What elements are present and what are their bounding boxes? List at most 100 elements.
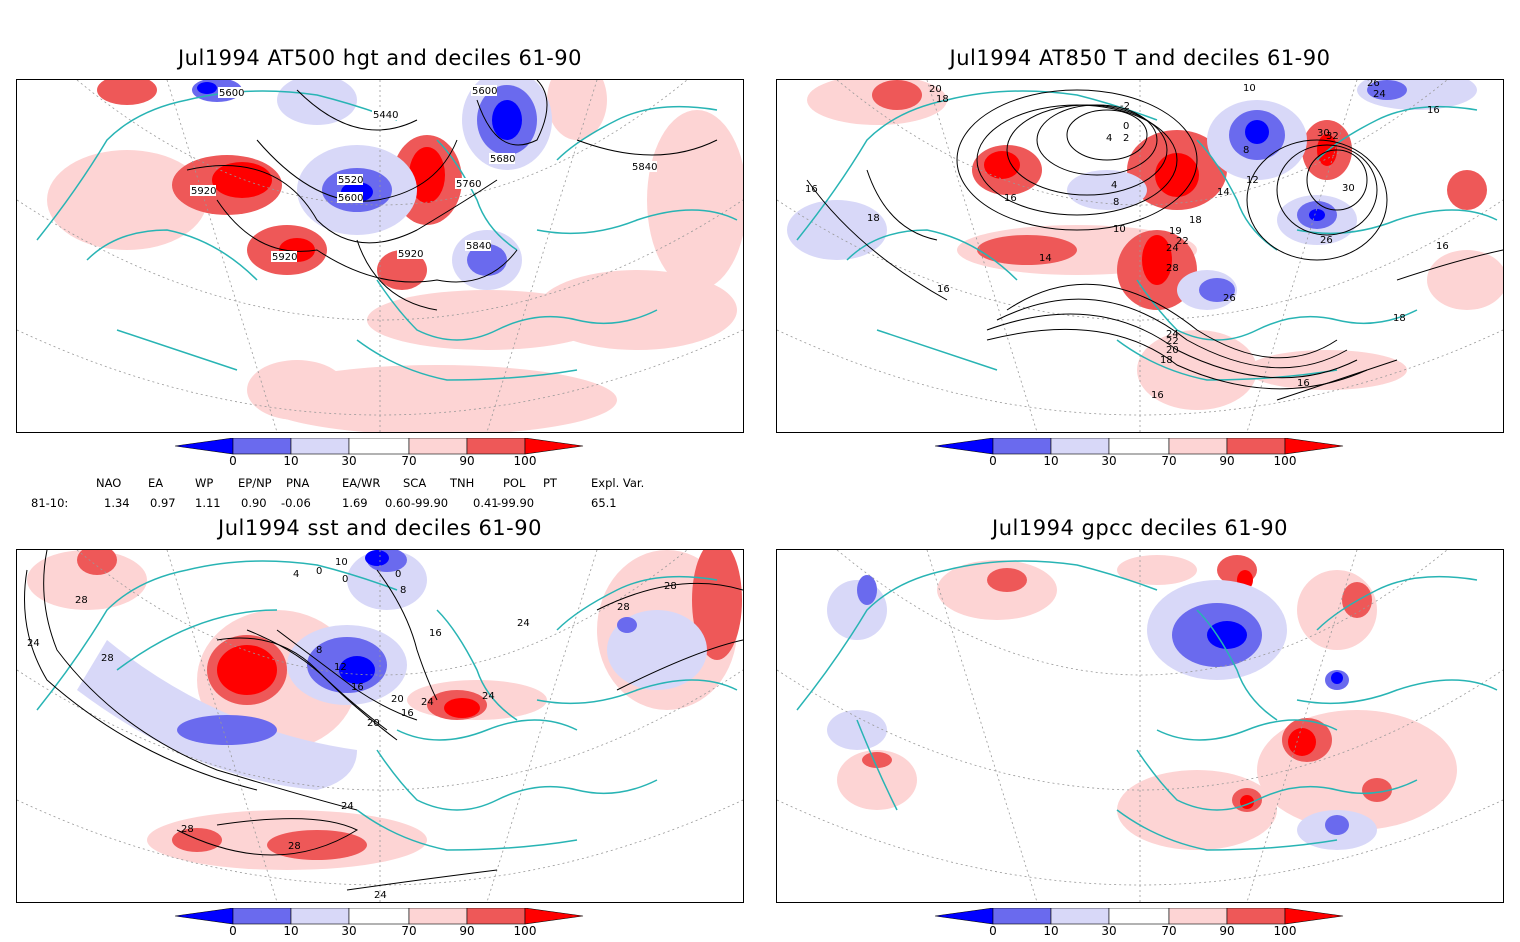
coastlines bbox=[36, 560, 738, 851]
map-t850-canvas: 20 18 -2 10 26 24 4 0 2 8 12 30 32 16 16… bbox=[777, 80, 1503, 432]
index-header: POL bbox=[503, 476, 526, 490]
contour-label: 24 bbox=[421, 697, 434, 708]
colorbar-tick: 70 bbox=[1161, 924, 1177, 938]
contour-label: 16 bbox=[1151, 390, 1164, 401]
colorbar-tick: 0 bbox=[989, 924, 997, 938]
contour-label: 12 bbox=[334, 662, 347, 673]
colorbar-tick: 70 bbox=[401, 924, 417, 938]
colorbar-swatches bbox=[175, 908, 584, 925]
contour-label: 5680 bbox=[490, 154, 515, 165]
contour-label: 5920 bbox=[398, 249, 423, 260]
graticule bbox=[777, 550, 1503, 902]
map-sst-canvas: 28 24 28 4 0 10 0 8 0 28 24 28 8 12 16 1… bbox=[17, 550, 743, 902]
index-value: 1.34 bbox=[104, 496, 130, 510]
contour-label: 30 bbox=[1317, 128, 1330, 139]
colorbar-tick: 0 bbox=[229, 454, 237, 468]
contour-label: 5840 bbox=[466, 241, 491, 252]
shading-light-blue bbox=[77, 550, 707, 790]
colorbar-tick: 30 bbox=[1101, 924, 1117, 938]
contour-label: 22 bbox=[1166, 336, 1179, 347]
contour-label: 8 bbox=[1243, 145, 1249, 156]
index-value: 1.69 bbox=[342, 496, 368, 510]
contour-label: 5600 bbox=[338, 193, 363, 204]
contour-label: 4 bbox=[1106, 133, 1112, 144]
index-value: 0.90 bbox=[241, 496, 267, 510]
contour-label: 24 bbox=[27, 638, 40, 649]
contour-label: 30 bbox=[1342, 183, 1355, 194]
contour-label: 5600 bbox=[219, 88, 244, 99]
contour-label: 14 bbox=[1039, 253, 1052, 264]
colorbar-swatches bbox=[935, 908, 1344, 925]
index-header: EA/WR bbox=[342, 476, 381, 490]
contour-label: 20 bbox=[929, 84, 942, 95]
contour-label: 28 bbox=[288, 841, 301, 852]
map-gpcc-canvas bbox=[777, 550, 1503, 902]
index-header: PT bbox=[543, 476, 557, 490]
contour-label: 16 bbox=[805, 184, 818, 195]
colorbar-bottom-left: 0 10 30 70 90 100 bbox=[175, 908, 585, 942]
colorbar-bottom-right: 0 10 30 70 90 100 bbox=[935, 908, 1345, 942]
contour-label: 24 bbox=[1373, 89, 1386, 100]
contour-label: 16 bbox=[937, 284, 950, 295]
contour-label: 24 bbox=[374, 890, 387, 901]
contour-label: 8 bbox=[316, 645, 322, 656]
contour-labels: 5600 5440 5600 5680 5840 5920 5520 5600 … bbox=[190, 85, 657, 263]
contour-lines bbox=[806, 89, 1503, 401]
colorbar-tick: 30 bbox=[341, 924, 357, 938]
contour-label: 16 bbox=[1436, 241, 1449, 252]
contour-label: 16 bbox=[1427, 105, 1440, 116]
index-value: -99.90 bbox=[411, 496, 449, 510]
contour-label: 5920 bbox=[272, 252, 297, 263]
contour-label: 28 bbox=[181, 824, 194, 835]
contour-label: 26 bbox=[1367, 80, 1380, 89]
index-value: 0.60 bbox=[385, 496, 411, 510]
colorbar-tick: 100 bbox=[513, 924, 537, 938]
shading-light-red bbox=[47, 80, 743, 432]
index-value: 0.97 bbox=[150, 496, 176, 510]
panel-title-t850: Jul1994 AT850 T and deciles 61-90 bbox=[949, 46, 1331, 70]
colorbar-swatches bbox=[935, 438, 1344, 455]
index-row-label: 81-10: bbox=[31, 496, 69, 510]
colorbar-tick: 70 bbox=[401, 454, 417, 468]
contour-label: 5600 bbox=[472, 86, 497, 97]
contour-label: 20 bbox=[391, 694, 404, 705]
contour-label: 5440 bbox=[373, 110, 398, 121]
index-header: WP bbox=[195, 476, 214, 490]
index-value: 1.11 bbox=[195, 496, 221, 510]
contour-label: 20 bbox=[367, 718, 380, 729]
contour-label: 0 bbox=[1123, 121, 1129, 132]
shading-deep-red bbox=[217, 645, 480, 718]
colorbar-tick: 90 bbox=[1219, 924, 1235, 938]
contour-label: 14 bbox=[1217, 187, 1230, 198]
index-value: 0.41 bbox=[473, 496, 499, 510]
colorbar-tick: 90 bbox=[459, 454, 475, 468]
colorbar-tick: 10 bbox=[283, 924, 299, 938]
contour-label: 8 bbox=[400, 585, 406, 596]
coastlines bbox=[796, 90, 1498, 381]
colorbar-tick: 90 bbox=[459, 924, 475, 938]
index-header: PNA bbox=[286, 476, 310, 490]
panel-title-gpcc: Jul1994 gpcc deciles 61-90 bbox=[992, 516, 1288, 540]
colorbar-swatches bbox=[175, 438, 584, 455]
contour-label: 24 bbox=[482, 691, 495, 702]
indices-value-row: 81-10: 1.34 0.97 1.11 0.90 -0.06 1.69 0.… bbox=[0, 496, 760, 512]
contour-label: 5520 bbox=[338, 175, 363, 186]
contour-labels: 20 18 -2 10 26 24 4 0 2 8 12 30 32 16 16… bbox=[805, 80, 1449, 401]
contour-label: 26 bbox=[1223, 293, 1236, 304]
index-header: Expl. Var. bbox=[591, 476, 645, 490]
coastlines bbox=[796, 560, 1498, 851]
contour-label: 18 bbox=[1160, 355, 1173, 366]
panel-title-sst: Jul1994 sst and deciles 61-90 bbox=[218, 516, 542, 540]
contour-label: 8 bbox=[1113, 197, 1119, 208]
colorbar-tick: 10 bbox=[1043, 454, 1059, 468]
colorbar-tick: 10 bbox=[283, 454, 299, 468]
map-hgt-canvas: 5600 5440 5600 5680 5840 5920 5520 5600 … bbox=[17, 80, 743, 432]
shading-deep-red bbox=[984, 134, 1337, 285]
graticule bbox=[777, 80, 1503, 432]
contour-label: 16 bbox=[401, 708, 414, 719]
index-value: -0.06 bbox=[281, 496, 311, 510]
contour-label: 12 bbox=[1246, 175, 1259, 186]
colorbar-tick: 100 bbox=[513, 454, 537, 468]
shading-deep-blue bbox=[1207, 621, 1343, 684]
indices-table: NAO EA WP EP/NP PNA EA/WR SCA TNH POL PT… bbox=[0, 476, 760, 516]
